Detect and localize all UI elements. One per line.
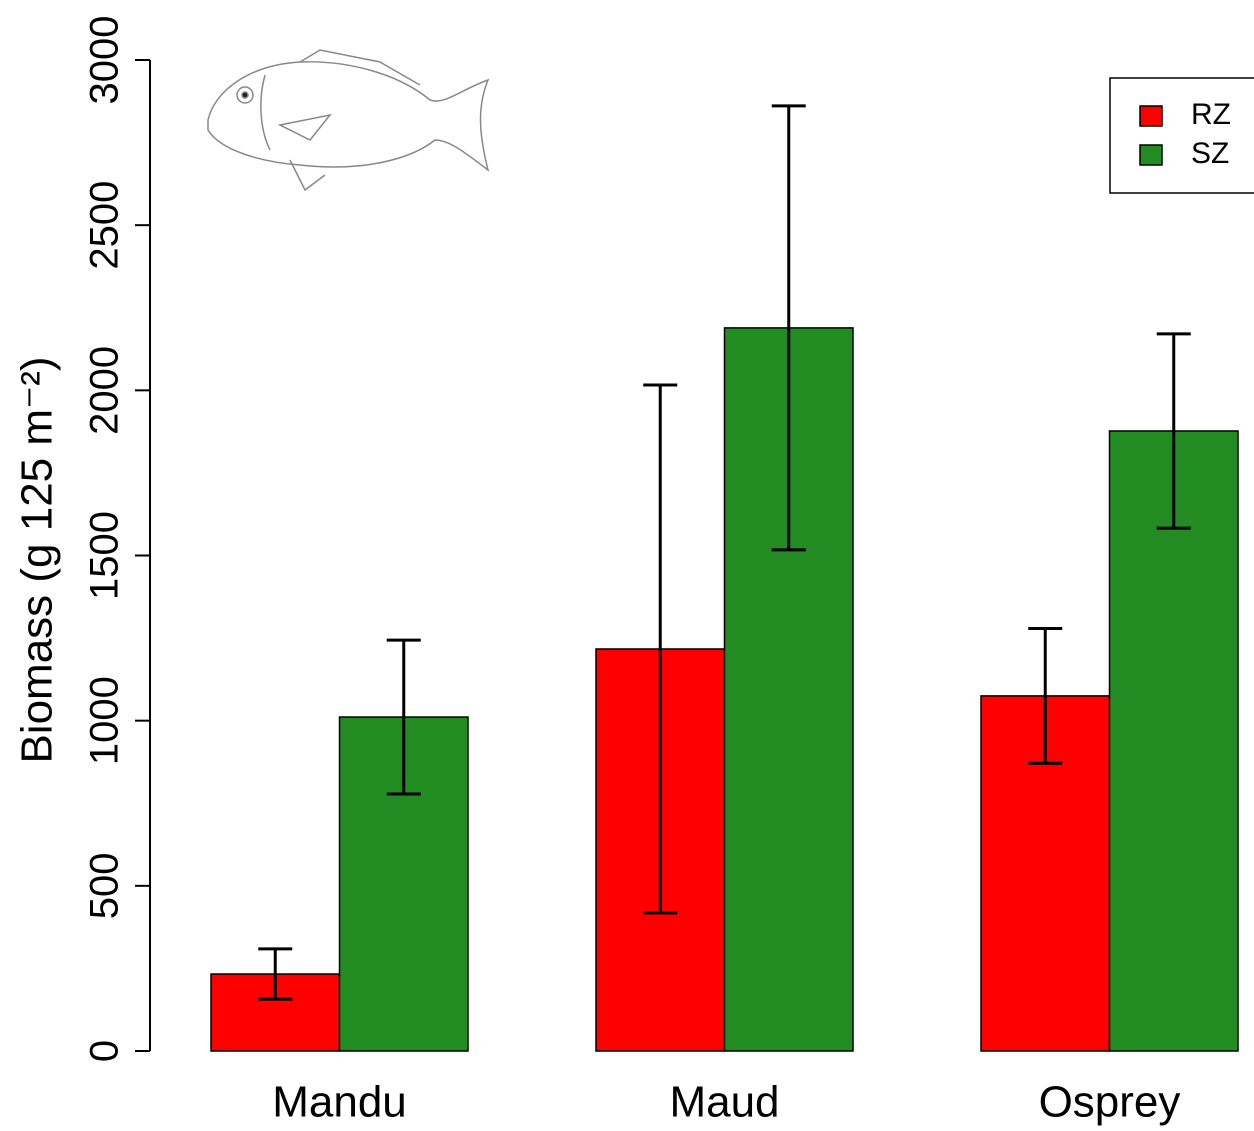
- x-tick-label: Maud: [669, 1078, 779, 1127]
- y-tick-label: 3000: [83, 16, 127, 105]
- y-tick-label: 2500: [83, 181, 127, 270]
- fish-illustration: [207, 49, 490, 192]
- bar: [1108, 430, 1239, 1052]
- legend-swatch: [1139, 144, 1163, 166]
- error-bar: [771, 104, 806, 552]
- error-bar: [643, 383, 678, 915]
- legend-label: SZ: [1191, 137, 1229, 170]
- y-tick-label: 1000: [83, 676, 127, 765]
- y-axis-label: Biomass (g 125 m⁻²): [13, 356, 62, 763]
- error-bar: [258, 947, 293, 1001]
- error-bar: [386, 638, 421, 796]
- x-tick-label: Osprey: [1039, 1078, 1181, 1127]
- error-bar: [1156, 332, 1191, 530]
- y-tick-label: 1500: [83, 511, 127, 600]
- legend-label: RZ: [1191, 98, 1231, 131]
- legend-box: [1109, 77, 1254, 194]
- legend-swatch: [1139, 105, 1163, 127]
- y-tick-label: 500: [83, 852, 127, 919]
- y-tick-label: 2000: [83, 346, 127, 435]
- error-bar: [1028, 627, 1063, 765]
- bar: [210, 973, 341, 1052]
- x-tick-label: Mandu: [272, 1078, 407, 1127]
- y-tick-label: 0: [83, 1040, 127, 1062]
